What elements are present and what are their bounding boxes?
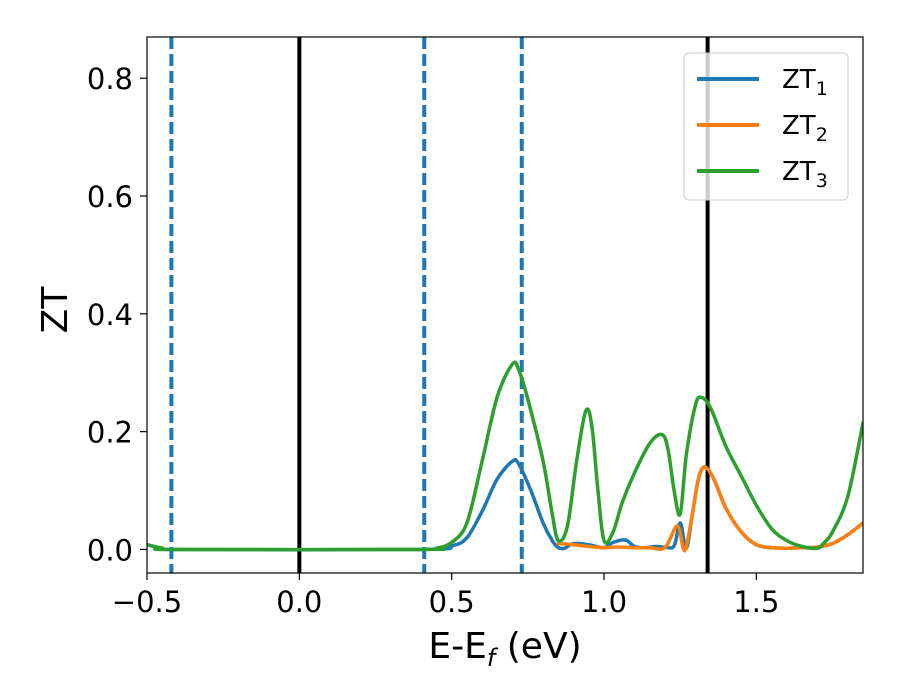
legend: ZT1 ZT2 ZT3: [683, 52, 849, 201]
y-axis-ticks: 0.0 0.2 0.4 0.6 0.8: [87, 62, 147, 567]
legend-frame: [683, 52, 849, 201]
x-tick-label: 1.0: [581, 585, 627, 619]
x-axis-title: E-Ef (eV): [428, 626, 581, 672]
y-tick-label: 0.6: [87, 180, 133, 214]
x-tick-label: 0.0: [276, 585, 322, 619]
y-tick-label: 0.2: [87, 416, 133, 450]
x-axis-ticks: −0.5 0.0 0.5 1.0 1.5: [112, 573, 779, 619]
legend-label-zt3: ZT3: [782, 157, 828, 192]
y-tick-label: 0.4: [87, 298, 133, 332]
y-tick-label: 0.0: [87, 533, 133, 567]
x-tick-label: 1.5: [733, 585, 779, 619]
x-tick-label: 0.5: [429, 585, 475, 619]
x-tick-label: −0.5: [112, 585, 182, 619]
y-axis-title: ZT: [35, 286, 76, 334]
series-line-zt3: [147, 360, 863, 552]
series-lines: [147, 360, 863, 553]
y-tick-label: 0.8: [87, 62, 133, 96]
plot-frame: [146, 36, 864, 574]
legend-label-zt2: ZT2: [782, 111, 828, 146]
legend-label-zt1: ZT1: [782, 65, 828, 100]
plot-area: [147, 37, 863, 573]
